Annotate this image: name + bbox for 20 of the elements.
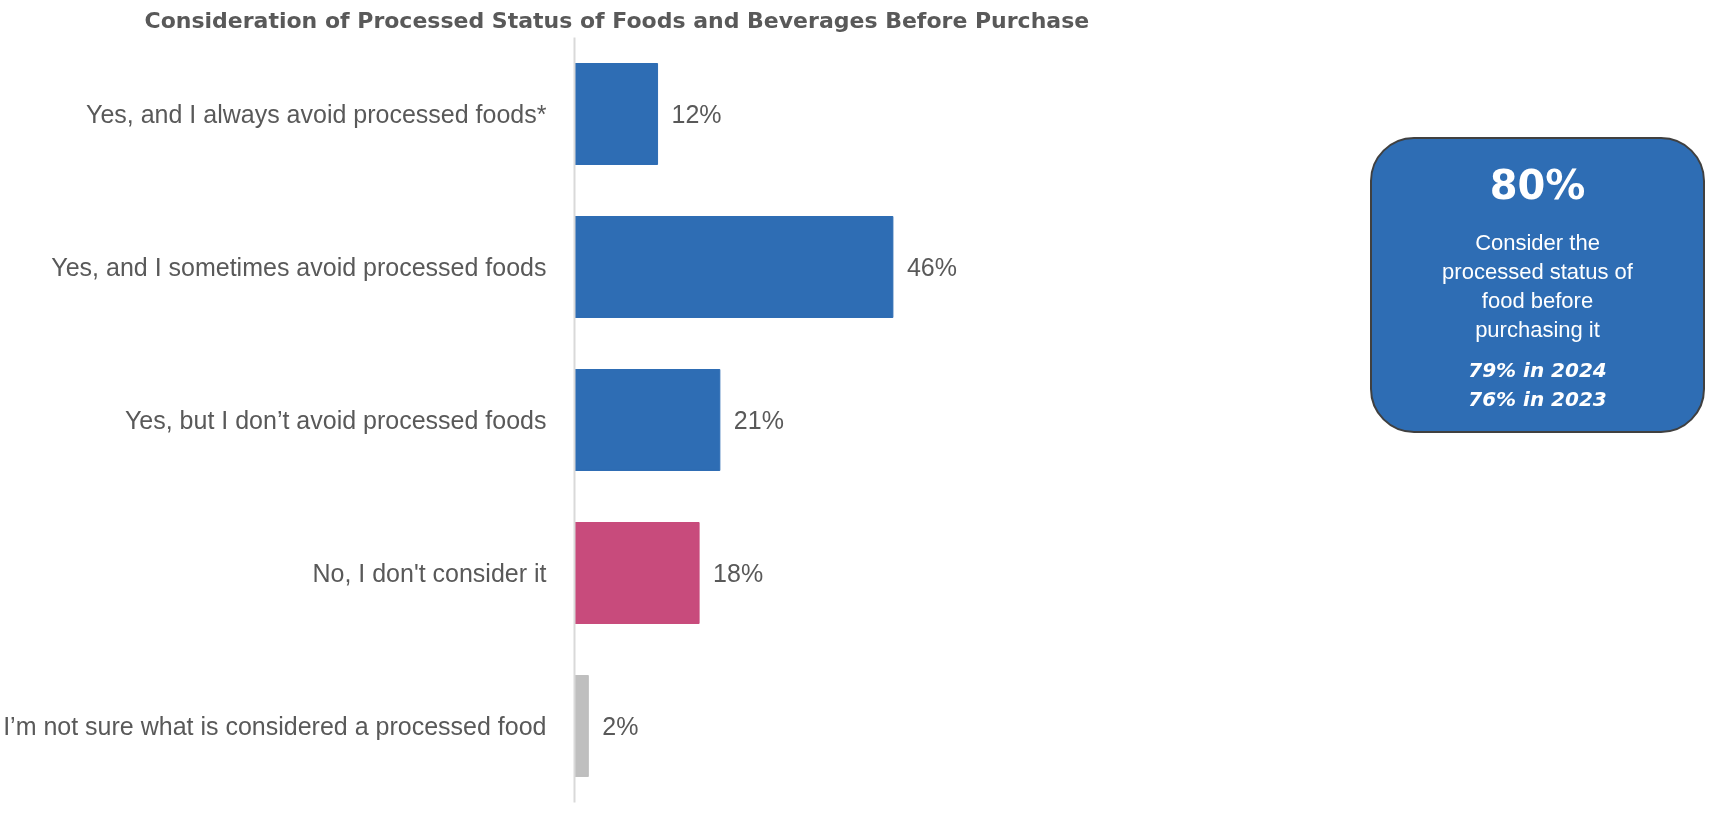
y-tick-label: Yes, and I sometimes avoid processed foods bbox=[51, 253, 547, 281]
y-tick-label: Yes, but I don’t avoid processed foods bbox=[124, 406, 547, 434]
text: Consider the processed status of food before purchasing it bbox=[1441, 229, 1634, 345]
data-label: 18% bbox=[713, 559, 764, 587]
bar bbox=[574, 675, 589, 777]
y-tick-label: Yes, and I always avoid processed foods* bbox=[86, 100, 547, 128]
data-label: 21% bbox=[733, 406, 784, 434]
bar bbox=[574, 369, 721, 471]
text: 76% in 2023 bbox=[1467, 386, 1608, 414]
text: 79% in 2024 bbox=[1467, 357, 1608, 385]
text: 80% bbox=[1488, 161, 1587, 210]
data-label: 46% bbox=[906, 253, 957, 281]
bar bbox=[574, 63, 659, 165]
data-label: 12% bbox=[671, 100, 722, 128]
chart-title: Consideration of Processed Status of Foods and Beverages Before Purchase bbox=[144, 7, 1090, 33]
bar bbox=[574, 216, 894, 318]
y-tick-label: No, I don't consider it bbox=[312, 559, 547, 587]
y-tick-label: I’m not sure what is considered a processed food bbox=[3, 712, 547, 740]
bar bbox=[574, 522, 700, 624]
data-label: 2% bbox=[602, 712, 639, 740]
